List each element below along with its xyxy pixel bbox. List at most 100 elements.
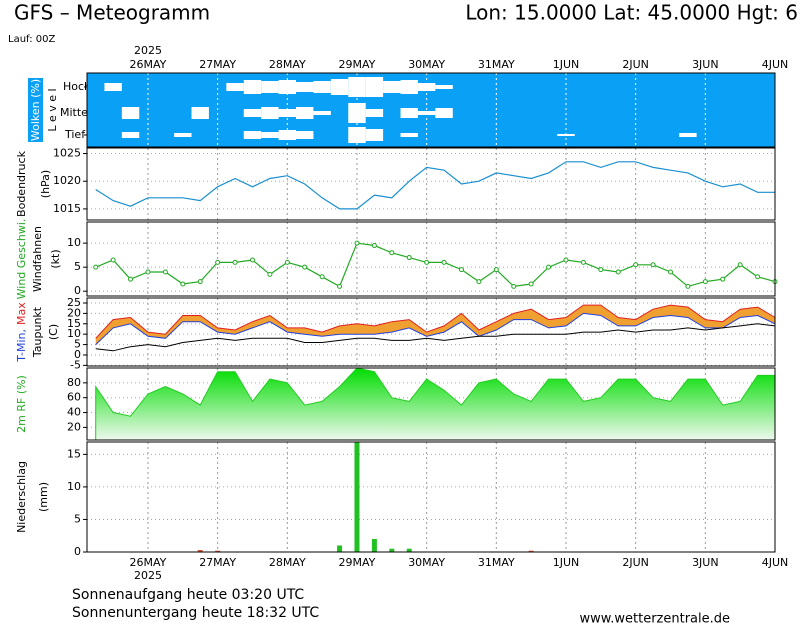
line (95, 323, 776, 352)
marker (528, 281, 534, 287)
x-tick-label: 3JUN (692, 58, 719, 71)
y-tick-label: 10 (67, 327, 81, 340)
level-label: Tief (64, 128, 86, 141)
marker (546, 264, 552, 270)
panel-frame (86, 441, 776, 553)
panel-label: Wolken (%) (29, 79, 42, 141)
cloud-gap (121, 132, 140, 138)
panel-label: 2m RF (%) (15, 375, 28, 433)
panel-label: (mm) (37, 482, 50, 512)
source: www.wetterzentrale.de (580, 612, 730, 625)
marker (389, 250, 395, 256)
cloud-gap (278, 80, 297, 94)
cloud-gap (400, 133, 418, 137)
bar (337, 545, 343, 552)
marker (371, 243, 377, 249)
cloud-gap (383, 81, 401, 93)
marker (354, 240, 360, 246)
marker (720, 276, 726, 282)
cloud-gap (261, 132, 279, 138)
marker (249, 257, 255, 263)
panel-frame (86, 297, 776, 367)
cloud-gap (243, 80, 262, 94)
panel-label: (C) (47, 324, 60, 340)
y-tick-label: 20 (67, 306, 81, 319)
legend-tmax: Max (15, 302, 28, 325)
panel-label: Taupunkt (31, 306, 44, 358)
x-tick-label: 1JUN (553, 58, 580, 71)
marker (284, 259, 290, 265)
y-tick-label: 15 (67, 447, 81, 460)
marker (493, 267, 499, 273)
marker (232, 259, 238, 265)
marker (650, 262, 656, 268)
panel-label: L e v e l (46, 88, 59, 131)
y-tick-label: -5 (70, 358, 81, 371)
y-tick-label: 0 (74, 284, 81, 297)
marker (180, 281, 186, 287)
cloud-gap (278, 130, 297, 140)
marker (337, 283, 343, 289)
cloud-gap (557, 134, 575, 136)
bar (528, 550, 534, 552)
cloud-gap (400, 80, 418, 94)
marker (633, 262, 639, 268)
marker (424, 259, 430, 265)
y-tick-label: 25 (67, 296, 81, 309)
marker (458, 267, 464, 273)
x-tick-label: 31MAY (478, 58, 515, 71)
x-tick-label: 2JUN (622, 58, 649, 71)
x-tick-label: 2JUN (622, 556, 649, 569)
legend-tmin: T-Min, (15, 329, 28, 363)
cloud-gap (296, 107, 314, 119)
cloud-gap (296, 131, 314, 139)
cloud-gap (365, 129, 384, 141)
y-tick-label: 0 (74, 348, 81, 361)
y-tick-label: 1020 (53, 174, 81, 187)
x-tick-label: 29MAY (339, 556, 376, 569)
panel-label: Niederschlag (15, 461, 28, 533)
x-tick-label: 30MAY (408, 556, 445, 569)
marker (110, 257, 116, 263)
y-tick-label: 10 (67, 480, 81, 493)
rh-area (95, 367, 776, 441)
panel-frame (86, 367, 776, 441)
panel-frame (86, 221, 776, 297)
x-tick-label: 31MAY (478, 556, 515, 569)
bar (197, 550, 203, 552)
panel-label: T-Min, Max (15, 302, 28, 363)
panel-label: Wind Geschwi. (15, 219, 28, 300)
cloud-gap (365, 109, 384, 117)
panel-background (87, 222, 775, 296)
y-tick-label: 5 (74, 260, 81, 273)
y-tick-label: 1025 (53, 147, 81, 160)
bar (371, 538, 377, 552)
cloud-gap (261, 107, 279, 119)
y-tick-label: 1015 (53, 202, 81, 215)
marker (145, 269, 151, 275)
marker (702, 279, 708, 285)
y-tick-label: 5 (74, 338, 81, 351)
bar (389, 548, 395, 552)
bar (215, 550, 221, 552)
marker (598, 267, 604, 273)
marker (580, 259, 586, 265)
y-tick-label: 20 (67, 420, 81, 433)
cloud-gap (261, 81, 279, 93)
cloud-gap (417, 83, 436, 91)
sunset: Sonnenuntergang heute 18:32 UTC (72, 605, 319, 621)
panel-label: Windfahnen (31, 226, 44, 292)
x-tick-label: 28MAY (269, 556, 306, 569)
y-tick-label: 80 (67, 376, 81, 389)
cloud-gap (313, 81, 331, 93)
marker (615, 269, 621, 275)
cloud-label-box (28, 78, 43, 142)
cloud-gap (278, 109, 297, 117)
x-tick-label: 30MAY (408, 58, 445, 71)
panel-label: (hPa) (39, 170, 52, 198)
marker (563, 257, 569, 263)
level-label: Mittel (60, 106, 91, 119)
y-tick-label: 5 (74, 512, 81, 525)
